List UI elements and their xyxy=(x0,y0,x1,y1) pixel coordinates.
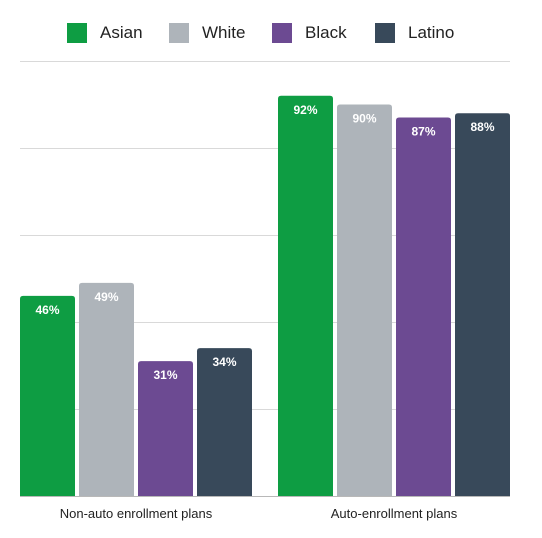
bar-black-auto xyxy=(396,117,451,497)
data-label: 90% xyxy=(352,112,376,126)
legend-item-latino: Latino xyxy=(375,20,454,46)
data-label: 49% xyxy=(94,290,118,304)
category-label: Auto-enrollment plans xyxy=(331,506,458,521)
legend-item-asian: Asian xyxy=(67,20,143,46)
bar-latino-non-auto xyxy=(197,348,252,496)
legend-swatch-latino xyxy=(375,23,395,43)
bar-group: 46% 49% 31% 34% xyxy=(20,282,252,496)
legend-swatch-asian xyxy=(67,23,87,43)
legend-item-white: White xyxy=(169,20,245,46)
data-label: 87% xyxy=(411,125,435,139)
bar-asian-non-auto xyxy=(20,295,75,496)
legend-item-black: Black xyxy=(272,20,347,46)
bar-group: 92% 90% 87% 88% xyxy=(278,95,510,497)
data-label: 31% xyxy=(153,368,177,382)
legend-label-black: Black xyxy=(305,23,347,42)
legend-label-white: White xyxy=(202,23,246,42)
legend-swatch-black xyxy=(272,23,292,43)
bar-white-auto xyxy=(337,104,392,496)
data-label: 34% xyxy=(212,355,236,369)
legend-swatch-white xyxy=(169,23,189,43)
legend-label-asian: Asian xyxy=(100,23,143,42)
category-label: Non-auto enrollment plans xyxy=(60,506,213,521)
legend-label-latino: Latino xyxy=(408,23,455,42)
bar-white-non-auto xyxy=(79,282,134,496)
chart-legend: Asian White Black Latino xyxy=(0,20,542,46)
bar-black-non-auto xyxy=(138,361,193,496)
data-label: 88% xyxy=(470,120,494,134)
bar-asian-auto xyxy=(278,95,333,497)
data-label: 46% xyxy=(35,303,59,317)
bar-latino-auto xyxy=(455,113,510,496)
data-label: 92% xyxy=(293,103,317,117)
